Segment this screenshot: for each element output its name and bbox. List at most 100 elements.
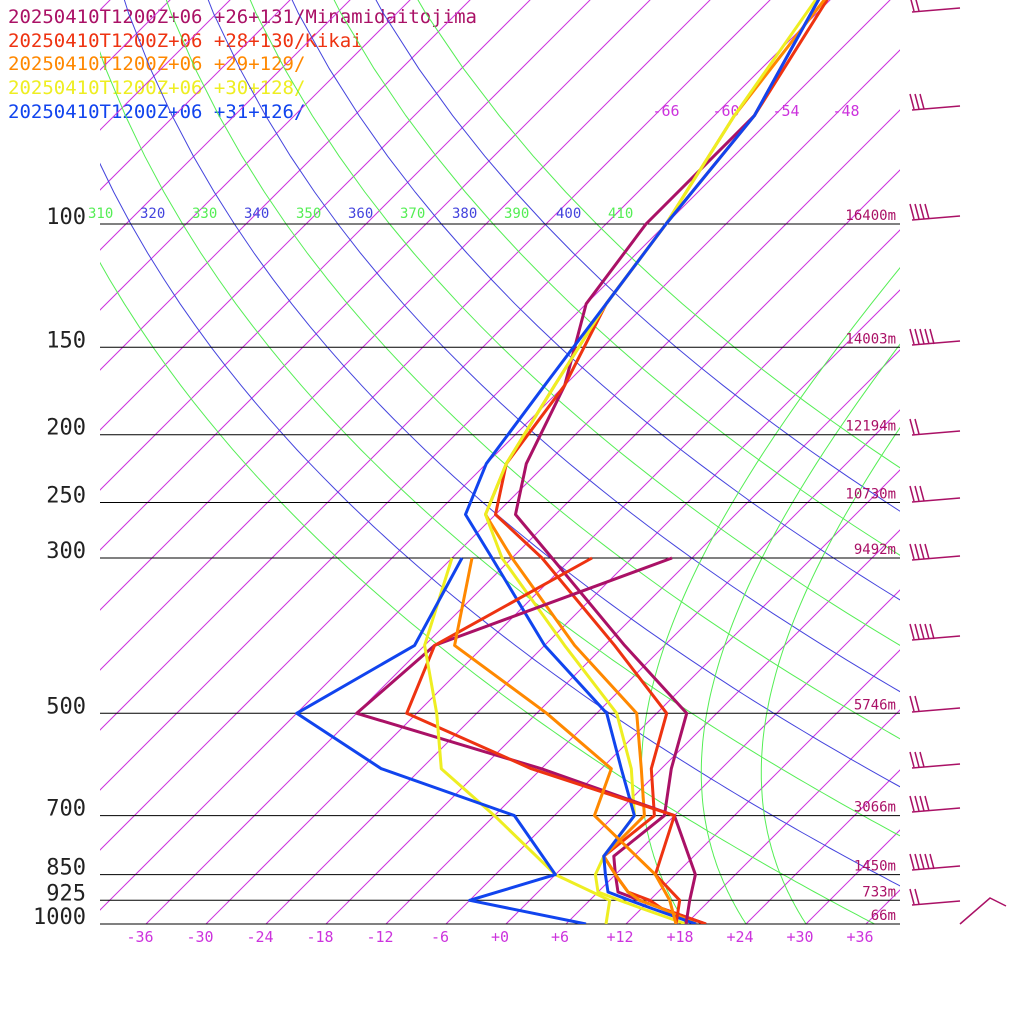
wind-barb-flag	[909, 695, 915, 712]
moist-adiabat-line	[700, 343, 900, 924]
surface-wind-barb	[959, 897, 1007, 925]
isotherm-line	[805, 829, 900, 924]
isotherm-line	[926, 0, 1024, 924]
isotherm-line	[100, 0, 531, 431]
height-label: 16400m	[845, 208, 896, 224]
dewpoint-series-line	[453, 557, 678, 924]
wind-barb-staff	[911, 105, 961, 111]
wind-barb-flag	[909, 751, 915, 768]
pressure-label: 250	[46, 484, 86, 509]
temperature-series-line	[494, 0, 829, 924]
wind-barb-flag	[909, 543, 915, 560]
isotherm-line	[685, 709, 900, 924]
isotherm-line	[265, 289, 900, 924]
theta-label: 400	[556, 206, 581, 222]
height-label: 5746m	[854, 697, 896, 713]
isotherm-line	[565, 589, 900, 924]
wind-barb	[909, 888, 961, 906]
isotherm-line	[100, 49, 900, 851]
wind-barb-staff	[911, 215, 961, 221]
wind-barb-staff	[911, 430, 961, 436]
wind-barb	[909, 623, 961, 641]
pressure-label: 700	[46, 797, 86, 822]
wind-barb-flag	[914, 93, 920, 110]
wind-barb-flag	[909, 485, 915, 502]
wind-barb	[909, 543, 961, 561]
x-tick-label: +36	[846, 928, 873, 946]
x-tick-label: +18	[666, 928, 693, 946]
dry-adiabat-line	[123, 0, 900, 788]
wind-barb-flag	[924, 543, 930, 560]
wind-barb-flag	[919, 853, 925, 870]
height-label: 9492m	[854, 542, 896, 558]
wind-barb-flag	[924, 853, 930, 870]
x-tick-label: +0	[491, 928, 509, 946]
wind-barb	[909, 328, 961, 346]
isotherm-label: -60	[712, 102, 739, 120]
x-tick-label: +30	[786, 928, 813, 946]
isotherm-line	[100, 0, 591, 491]
pressure-label: 500	[46, 694, 86, 719]
isotherm-line	[0, 0, 195, 924]
wind-barb-staff	[911, 497, 961, 503]
isotherm-line	[0, 0, 315, 924]
pressure-label: 200	[46, 416, 86, 441]
wind-barb-flag	[919, 623, 925, 640]
legend-entry: 20250410T1200Z+06 +31+126/	[8, 100, 306, 123]
wind-barb-staff	[911, 900, 961, 906]
wind-barb-flag	[914, 888, 920, 905]
moist-adiabat-line	[640, 267, 900, 924]
wind-barb-flag	[914, 203, 920, 220]
dry-adiabat-line	[100, 261, 876, 924]
isotherm-line	[865, 889, 900, 924]
wind-barb	[909, 795, 961, 813]
wind-barb-flag	[914, 543, 920, 560]
wind-barb-flag	[909, 203, 915, 220]
wind-barb-flag	[929, 623, 935, 640]
wind-barb-flag	[909, 328, 915, 345]
height-label: 14003m	[845, 331, 896, 347]
x-tick-label: +6	[551, 928, 569, 946]
wind-barb-flag	[924, 795, 930, 812]
height-label: 66m	[871, 908, 896, 924]
theta-label: 410	[608, 206, 633, 222]
legend-entry: 20250410T1200Z+06 +28+130/Kikai	[8, 29, 363, 52]
wind-barb-flag	[909, 853, 915, 870]
pressure-label: 925	[46, 881, 86, 906]
theta-label: 390	[504, 206, 529, 222]
dewpoint-series-line	[295, 557, 587, 924]
height-label: 733m	[862, 884, 896, 900]
dry-adiabat-line	[249, 0, 900, 646]
dry-adiabat-line	[100, 51, 900, 837]
wind-barb	[909, 695, 961, 713]
temperature-series-line	[484, 0, 827, 924]
legend: 20250410T1200Z+06 +26+131/Minamidaitojim…	[8, 6, 477, 125]
wind-barb-staff	[911, 340, 961, 346]
legend-entry: 20250410T1200Z+06 +30+128/	[8, 77, 306, 100]
x-tick-label: +24	[726, 928, 753, 946]
theta-label: 330	[192, 206, 217, 222]
wind-barb-flag	[919, 795, 925, 812]
height-label: 10730m	[845, 487, 896, 503]
theta-label: 360	[348, 206, 373, 222]
isotherm-line	[505, 529, 900, 924]
wind-barb-flag	[919, 203, 925, 220]
wind-barb-flag	[919, 328, 925, 345]
isotherm-line	[100, 0, 411, 311]
pressure-label: 150	[46, 328, 86, 353]
wind-barb	[909, 93, 961, 111]
isotherm-line	[100, 0, 651, 551]
dry-adiabat-line	[333, 0, 900, 556]
wind-barb-flag	[909, 795, 915, 812]
isotherm-line	[100, 0, 711, 611]
dry-adiabat-line	[100, 162, 900, 887]
wind-barb-flag	[915, 0, 920, 12]
wind-barb-flag	[914, 795, 920, 812]
isotherm-line	[100, 0, 771, 671]
x-tick-label: -30	[186, 928, 213, 946]
isotherm-line	[145, 169, 900, 924]
wind-barb-staff	[911, 707, 961, 713]
wind-barb-flag	[909, 93, 915, 110]
x-tick-label: -18	[306, 928, 333, 946]
isotherm-line	[100, 109, 900, 911]
